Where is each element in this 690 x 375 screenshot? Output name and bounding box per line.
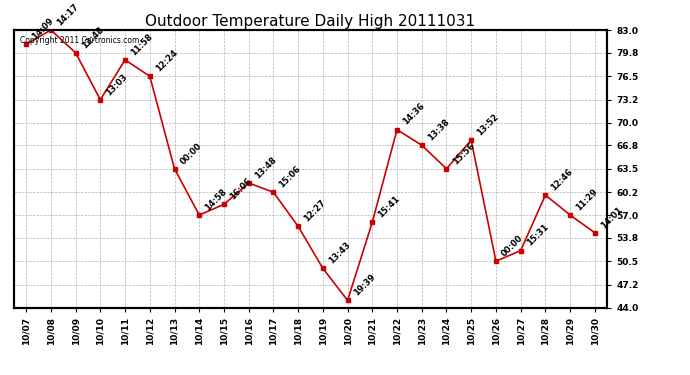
Text: 13:38: 13:38 — [426, 117, 451, 142]
Title: Outdoor Temperature Daily High 20111031: Outdoor Temperature Daily High 20111031 — [146, 14, 475, 29]
Text: 16:06: 16:06 — [228, 176, 253, 201]
Text: 13:43: 13:43 — [327, 240, 352, 266]
Text: 15:41: 15:41 — [377, 194, 402, 219]
Text: 14:36: 14:36 — [401, 102, 426, 127]
Text: 11:58: 11:58 — [129, 32, 155, 57]
Text: 19:39: 19:39 — [352, 273, 377, 298]
Text: 00:00: 00:00 — [179, 141, 204, 166]
Text: 12:24: 12:24 — [154, 48, 179, 74]
Text: 14:09: 14:09 — [30, 16, 55, 42]
Text: 13:52: 13:52 — [475, 112, 501, 138]
Text: 15:31: 15:31 — [525, 222, 550, 248]
Text: 00:00: 00:00 — [500, 234, 525, 258]
Text: 13:03: 13:03 — [104, 72, 130, 97]
Text: 12:27: 12:27 — [302, 198, 328, 223]
Text: 14:58: 14:58 — [204, 187, 228, 212]
Text: 15:06: 15:06 — [277, 164, 303, 189]
Text: 14:01: 14:01 — [599, 205, 624, 230]
Text: 11:29: 11:29 — [574, 187, 600, 212]
Text: 13:48: 13:48 — [253, 155, 278, 180]
Text: 12:48: 12:48 — [80, 25, 105, 50]
Text: 14:17: 14:17 — [55, 2, 80, 27]
Text: 12:46: 12:46 — [549, 167, 575, 192]
Text: Copyright 2011 Cartronics.com: Copyright 2011 Cartronics.com — [20, 36, 139, 45]
Text: 15:56: 15:56 — [451, 141, 476, 166]
